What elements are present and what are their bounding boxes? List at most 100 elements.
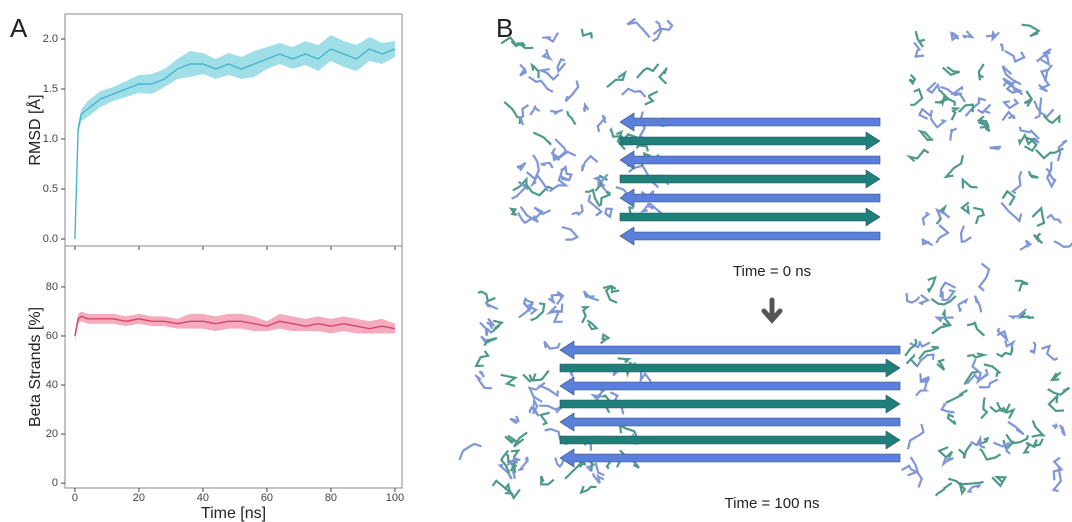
side-chain (921, 237, 933, 246)
side-chain (556, 57, 567, 74)
side-chain (949, 30, 960, 42)
side-chain (512, 431, 528, 448)
side-chain (477, 290, 496, 303)
side-chain (1046, 172, 1057, 189)
side-chain (939, 85, 963, 97)
side-chain (936, 358, 946, 371)
side-chain (529, 105, 541, 116)
side-chain (547, 293, 560, 304)
panel-label: A (10, 13, 28, 43)
side-chain (963, 370, 979, 386)
side-chain (1019, 239, 1033, 251)
side-chain (1033, 100, 1055, 119)
line (74, 315, 396, 337)
side-chain (934, 482, 953, 497)
side-chain (618, 423, 638, 437)
side-chain (1027, 170, 1039, 179)
side-chain (945, 389, 968, 404)
side-chain (991, 475, 1008, 488)
side-chain (1007, 308, 1027, 320)
side-chain (958, 480, 984, 486)
side-chain (989, 145, 1001, 151)
x-tick-label: 100 (386, 492, 404, 504)
side-chain (905, 293, 921, 304)
side-chain (579, 485, 597, 495)
beta-strand (559, 376, 901, 396)
side-chain (525, 183, 553, 197)
side-chain (961, 30, 975, 39)
beta-strand (619, 188, 881, 208)
side-chain (1017, 311, 1035, 319)
side-chain (980, 397, 989, 420)
side-chain (542, 32, 560, 44)
side-chain (1031, 420, 1047, 438)
side-chain (527, 381, 546, 403)
side-chain (1017, 132, 1036, 146)
side-chain (590, 393, 603, 405)
side-chain (519, 103, 530, 126)
side-chain (1032, 438, 1044, 448)
side-chain (959, 201, 970, 216)
side-chain (970, 434, 986, 449)
side-chain (966, 484, 982, 494)
side-chain (1000, 201, 1023, 224)
side-chain (458, 442, 482, 461)
side-chain (516, 161, 527, 172)
side-chain (941, 289, 956, 302)
side-chain (914, 30, 926, 48)
side-chain (596, 114, 607, 133)
side-chain (550, 147, 577, 160)
side-chain (1010, 170, 1023, 195)
side-chain (913, 41, 925, 58)
side-chain (908, 73, 917, 86)
side-chain (658, 67, 668, 85)
side-chain (504, 434, 520, 445)
side-chain (505, 453, 518, 472)
side-chain (1039, 64, 1053, 84)
side-chain (979, 448, 1002, 461)
side-chain (959, 225, 972, 244)
side-chain (1049, 371, 1062, 382)
side-chain (1051, 467, 1063, 493)
side-chain (947, 477, 967, 496)
side-chain (585, 188, 601, 208)
side-chain (519, 63, 527, 77)
side-chain (976, 115, 990, 129)
y-tick-label: 1.0 (43, 133, 58, 145)
side-chain (566, 110, 577, 126)
side-chain (905, 148, 930, 163)
side-chain (996, 327, 1010, 343)
side-chain (940, 403, 955, 414)
band (74, 311, 395, 341)
caption: Time = 0 ns (733, 263, 811, 280)
side-chain (474, 350, 490, 368)
side-chain (1051, 423, 1059, 430)
side-chain (978, 378, 999, 389)
side-chain (1014, 279, 1029, 292)
side-chain (552, 309, 563, 323)
side-chain (503, 100, 522, 125)
side-chain (538, 384, 560, 398)
beta-strand (619, 150, 881, 170)
side-chain (976, 103, 992, 115)
side-chain (919, 373, 930, 383)
side-chain (906, 423, 925, 450)
molecule-render (458, 17, 1072, 501)
side-chain (511, 180, 528, 200)
side-chain (599, 190, 612, 206)
side-chain (503, 482, 521, 501)
side-chain (958, 103, 974, 113)
side-chain (939, 281, 957, 298)
side-chain (523, 298, 534, 313)
side-chain (1007, 420, 1025, 436)
side-chain (925, 81, 941, 95)
side-chain (510, 40, 534, 50)
side-chain (592, 173, 609, 186)
side-chain (586, 319, 599, 331)
beta-strand (619, 226, 881, 246)
beta-strand (559, 358, 901, 378)
side-chain (537, 68, 560, 81)
side-chain (602, 284, 618, 304)
side-chain (1034, 96, 1043, 120)
side-chain (581, 306, 591, 324)
